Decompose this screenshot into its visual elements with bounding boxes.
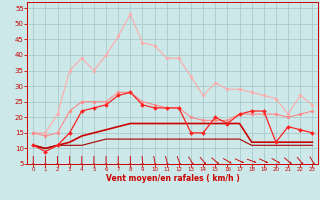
X-axis label: Vent moyen/en rafales ( km/h ): Vent moyen/en rafales ( km/h ) <box>106 174 240 183</box>
